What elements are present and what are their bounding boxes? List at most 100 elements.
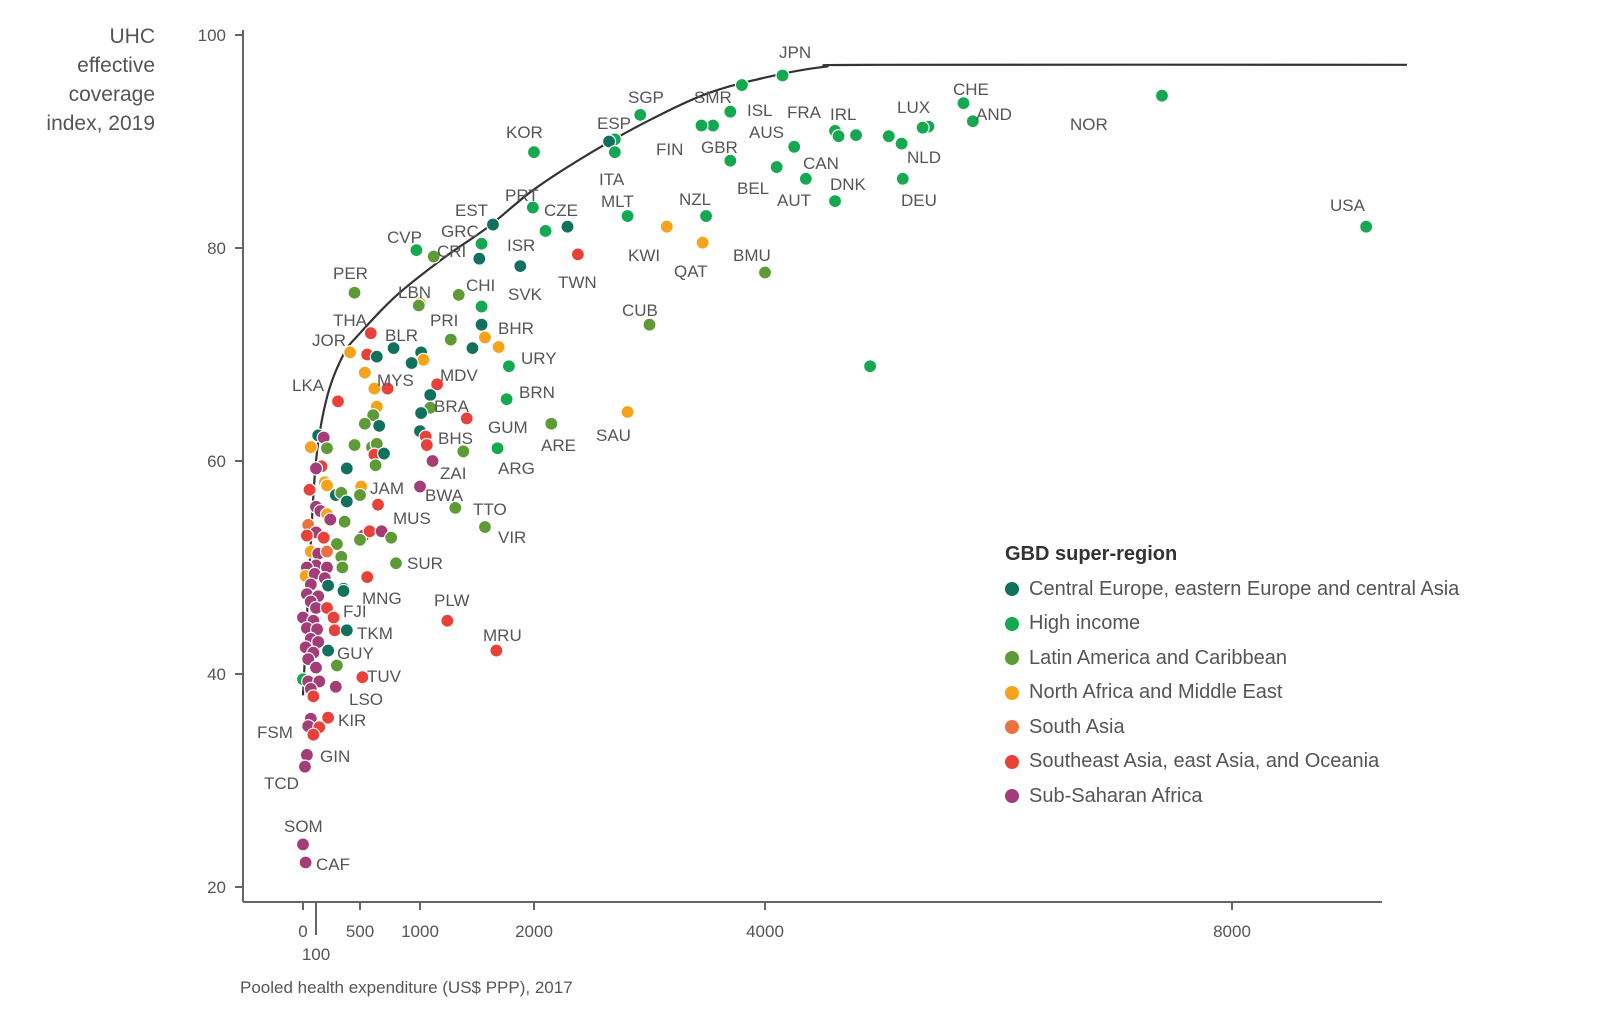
data-point-caf xyxy=(298,855,313,870)
point-label: CUB xyxy=(622,301,658,320)
y-tick-label: 80 xyxy=(207,239,226,258)
point-label: SMR xyxy=(694,88,732,107)
point-label: GRC xyxy=(441,222,479,241)
data-point xyxy=(862,359,878,374)
point-label: NOR xyxy=(1070,115,1108,134)
point-label: SAU xyxy=(596,426,631,445)
point-label: TWN xyxy=(558,273,597,292)
point-label: SGP xyxy=(628,88,664,107)
x-tick-label: 500 xyxy=(346,922,374,941)
data-point-tkm xyxy=(339,623,354,638)
point-label: VIR xyxy=(498,528,526,547)
data-point-mng xyxy=(336,583,351,599)
point-label: SOM xyxy=(284,817,323,836)
data-point-gbr xyxy=(723,153,738,168)
x-tick-label: 4000 xyxy=(746,922,784,941)
data-point xyxy=(329,658,344,673)
point-label: EST xyxy=(455,201,488,220)
data-point xyxy=(339,461,354,476)
point-label: BEL xyxy=(737,179,769,198)
data-point-sur xyxy=(388,556,404,571)
data-point xyxy=(474,299,489,314)
data-point-chi xyxy=(451,287,466,302)
y-tick-label: 20 xyxy=(207,878,226,897)
data-point-aus xyxy=(787,139,802,154)
data-point xyxy=(347,437,362,453)
data-point-kor xyxy=(526,145,542,160)
data-point xyxy=(319,441,335,456)
data-point xyxy=(538,223,553,239)
data-point xyxy=(368,458,383,473)
point-label: PLW xyxy=(434,591,470,610)
point-label: SVK xyxy=(508,285,543,304)
y-axis-title-line: coverage xyxy=(68,83,155,106)
data-point-fin xyxy=(694,118,709,133)
data-point-bhr xyxy=(477,330,493,345)
data-point xyxy=(366,408,381,423)
legend-dot-icon xyxy=(1005,720,1019,735)
data-point-bwa xyxy=(412,479,428,494)
point-label: TKM xyxy=(357,624,393,643)
point-label: AUT xyxy=(777,191,811,210)
data-point-lso xyxy=(328,679,343,694)
legend-label: Sub-Saharan Africa xyxy=(1029,784,1203,807)
data-point xyxy=(370,497,386,512)
point-label: MDV xyxy=(440,366,478,385)
data-point-bmu xyxy=(757,265,773,280)
data-point xyxy=(303,440,318,455)
data-point-jor xyxy=(343,345,358,360)
data-point xyxy=(411,298,426,313)
data-point xyxy=(915,120,930,135)
data-point-zai xyxy=(425,453,440,469)
legend-item: South Asia xyxy=(1005,710,1459,745)
point-label: KOR xyxy=(506,123,543,142)
point-label: ISR xyxy=(507,236,535,255)
data-point-ita xyxy=(607,145,622,160)
legend-title: GBD super-region xyxy=(1005,543,1178,565)
legend-dot-icon xyxy=(1005,789,1019,804)
point-label: GUY xyxy=(337,644,374,663)
point-label: TTO xyxy=(473,500,507,519)
data-point-gin xyxy=(299,747,314,763)
data-point-tto xyxy=(448,500,463,515)
legend-label: North Africa and Middle East xyxy=(1029,681,1283,704)
data-point-can xyxy=(798,171,813,186)
point-label: FJI xyxy=(343,602,367,621)
data-point-and xyxy=(965,114,980,129)
data-point xyxy=(321,578,336,593)
point-label: NZL xyxy=(679,190,711,209)
data-point xyxy=(404,355,419,371)
data-point xyxy=(601,134,617,149)
data-point xyxy=(376,446,392,461)
data-point xyxy=(352,487,368,503)
point-label: BRN xyxy=(519,383,555,402)
y-axis-title: UHC effective coverage index, 2019 xyxy=(20,22,155,138)
point-label: FSM xyxy=(257,723,293,742)
point-label: JPN xyxy=(779,43,811,62)
data-point xyxy=(308,660,324,675)
data-point-nor xyxy=(1154,88,1170,103)
point-label: URY xyxy=(521,349,557,368)
data-point xyxy=(372,418,387,433)
x-axis-title: Pooled health expenditure (US$ PPP), 201… xyxy=(240,978,573,997)
data-point-mys xyxy=(357,365,372,380)
data-point xyxy=(491,339,506,355)
y-tick-label: 40 xyxy=(207,665,226,684)
data-point xyxy=(465,341,480,356)
data-point xyxy=(319,544,335,559)
data-point-gum xyxy=(459,411,474,426)
data-point xyxy=(352,532,368,547)
point-label: DEU xyxy=(901,191,937,210)
data-point-sgp xyxy=(633,107,648,122)
data-point-fji xyxy=(319,600,335,616)
point-label: PER xyxy=(333,264,368,283)
point-label: MUS xyxy=(393,509,431,528)
y-tick-label: 60 xyxy=(207,452,226,471)
data-point-plw xyxy=(440,613,455,628)
data-point-lka xyxy=(330,394,346,409)
point-label: CVP xyxy=(387,228,422,247)
point-label: ISL xyxy=(747,101,773,120)
data-point-mdv xyxy=(430,377,445,392)
point-label: MLT xyxy=(601,192,634,211)
legend-item: Sub-Saharan Africa xyxy=(1005,779,1459,814)
